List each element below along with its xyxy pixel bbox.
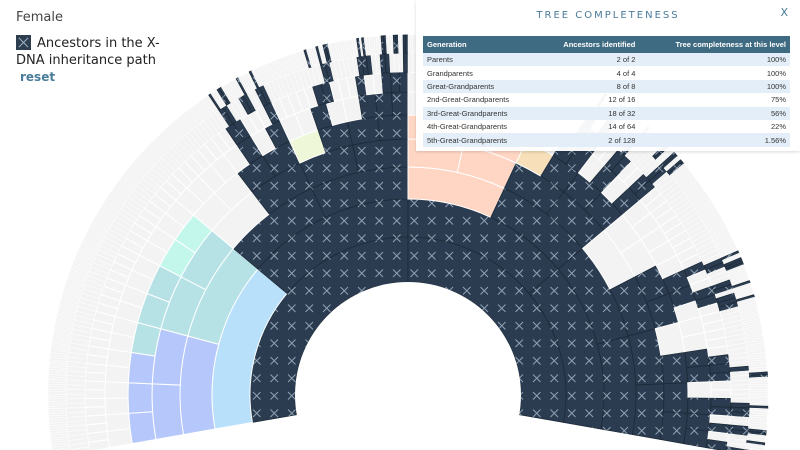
- x-dna-ancestor-segment[interactable]: [405, 34, 409, 54]
- cell-identified: 4 of 4: [616, 68, 636, 78]
- ancestor-segment[interactable]: [84, 406, 107, 417]
- ancestor-segment[interactable]: [84, 397, 106, 408]
- header-completeness: Tree completeness at this level: [639, 36, 790, 53]
- header-generation: Generation: [423, 36, 538, 53]
- cell-generation: 5th-Great-Grandparents: [423, 133, 538, 147]
- cell-completeness: 22%: [770, 122, 786, 132]
- cell-completeness: 75%: [770, 95, 786, 105]
- x-dna-ancestor-segment[interactable]: [377, 114, 409, 141]
- ancestor-segment[interactable]: [127, 382, 154, 414]
- x-dna-ancestor-segment[interactable]: [663, 382, 689, 414]
- x-dna-ancestor-segment[interactable]: [686, 397, 712, 416]
- cell-completeness: 1.56%: [639, 133, 790, 147]
- ancestor-segment[interactable]: [104, 381, 129, 399]
- ancestor-segment[interactable]: [393, 52, 400, 73]
- x-dna-ancestor-segment[interactable]: [358, 93, 378, 120]
- cell-generation: Grandparents: [427, 68, 473, 78]
- ancestor-segment[interactable]: [65, 384, 86, 390]
- cell-identified: 12 of 16: [608, 95, 636, 105]
- cell-generation: 2nd-Great-Grandparents: [427, 95, 510, 105]
- x-dna-ancestor-segment[interactable]: [398, 71, 409, 93]
- legend: Female Ancestors in the X-DNA inheritanc…: [16, 10, 186, 86]
- ancestor-segment[interactable]: [749, 393, 769, 397]
- ancestor-segment[interactable]: [84, 380, 106, 391]
- x-dna-ancestor-segment[interactable]: [684, 348, 710, 368]
- x-dna-swatch-icon: [16, 35, 31, 50]
- ancestor-segment[interactable]: [65, 402, 86, 409]
- cell-identified: 18 of 32: [537, 106, 640, 120]
- ancestor-segment[interactable]: [104, 364, 130, 384]
- ancestor-segment[interactable]: [710, 389, 732, 400]
- ancestor-segment[interactable]: [749, 391, 769, 395]
- cell-identified: 2 of 128: [537, 133, 640, 147]
- ancestor-segment[interactable]: [730, 389, 751, 395]
- cell-identified: 2 of 2: [537, 53, 640, 67]
- cell-generation: Great-Grandparents: [423, 79, 538, 94]
- x-dna-ancestor-segment[interactable]: [659, 411, 688, 445]
- table-row: 2nd-Great-Grandparents 12 of 16 75%: [423, 93, 790, 106]
- close-icon[interactable]: X: [780, 6, 788, 19]
- ancestor-segment[interactable]: [710, 380, 732, 391]
- table-row: 5th-Great-Grandparents 2 of 128 1.56%: [423, 133, 790, 147]
- ancestor-segment[interactable]: [105, 412, 131, 432]
- completeness-table: Generation Ancestors identified Tree com…: [423, 36, 790, 147]
- x-dna-ancestor-segment[interactable]: [632, 383, 665, 440]
- ancestor-segment[interactable]: [730, 384, 751, 390]
- legend-x-label: Ancestors in the X-DNA inheritance path: [16, 36, 160, 68]
- x-dna-ancestor-segment[interactable]: [660, 351, 689, 385]
- ancestor-segment[interactable]: [398, 52, 404, 73]
- cell-identified: 8 of 8: [537, 79, 640, 94]
- table-row: 4th-Great-Grandparents 14 of 64 22%: [423, 120, 790, 133]
- ancestor-segment[interactable]: [687, 381, 712, 399]
- reset-link[interactable]: reset: [20, 70, 56, 84]
- x-dna-ancestor-segment[interactable]: [391, 91, 409, 116]
- ancestor-segment[interactable]: [104, 397, 130, 416]
- cell-completeness: 100%: [639, 53, 790, 67]
- ancestor-segment[interactable]: [47, 396, 67, 400]
- x-dna-ancestor-segment[interactable]: [374, 92, 394, 118]
- ancestor-segment[interactable]: [730, 393, 751, 399]
- cell-completeness: 100%: [766, 68, 786, 78]
- table-header-row: Generation Ancestors identified Tree com…: [423, 36, 790, 53]
- ancestor-segment[interactable]: [65, 389, 86, 395]
- x-dna-ancestor-segment[interactable]: [402, 52, 409, 73]
- x-dna-ancestor-segment[interactable]: [686, 364, 712, 384]
- ancestor-segment[interactable]: [84, 389, 106, 400]
- x-dna-ancestor-segment[interactable]: [710, 397, 732, 408]
- ancestor-segment[interactable]: [106, 427, 133, 449]
- ancestor-segment[interactable]: [407, 34, 411, 54]
- panel-title: TREE COMPLETENESS: [536, 10, 680, 21]
- ancestor-segment[interactable]: [127, 351, 156, 385]
- ancestor-segment[interactable]: [407, 52, 413, 73]
- table-row: 3rd-Great-Grandparents 18 of 32 56%: [423, 106, 790, 120]
- cell-generation: 4th-Great-Grandparents: [427, 122, 508, 132]
- cell-completeness: 56%: [639, 106, 790, 120]
- ancestor-segment[interactable]: [65, 398, 86, 404]
- header-identified: Ancestors identified: [537, 36, 640, 53]
- legend-row: Ancestors in the X-DNA inheritance path …: [16, 35, 186, 86]
- cell-generation: Parents: [423, 53, 538, 67]
- cell-identified: 14 of 64: [608, 122, 636, 132]
- ancestor-segment[interactable]: [730, 379, 751, 386]
- x-dna-ancestor-segment[interactable]: [389, 71, 401, 93]
- table-row: Grandparents 4 of 4 100%: [423, 66, 790, 79]
- gender-label: Female: [16, 10, 64, 25]
- ancestor-segment[interactable]: [47, 393, 67, 397]
- center-hole: [295, 282, 521, 450]
- ancestor-segment[interactable]: [128, 411, 157, 445]
- cell-completeness: 100%: [639, 79, 790, 94]
- x-dna-ancestor-segment[interactable]: [352, 138, 409, 173]
- tree-completeness-panel: TREE COMPLETENESS X Generation Ancestors…: [416, 0, 800, 151]
- ancestor-segment[interactable]: [65, 393, 86, 399]
- table-row: Parents 2 of 2 100%: [423, 53, 790, 67]
- x-dna-ancestor-segment[interactable]: [381, 72, 392, 94]
- cell-generation: 3rd-Great-Grandparents: [423, 106, 538, 120]
- x-dna-ancestor-segment[interactable]: [683, 428, 710, 449]
- table-row: Great-Grandparents 8 of 8 100%: [423, 79, 790, 94]
- x-dna-ancestor-segment[interactable]: [709, 371, 732, 383]
- ancestor-segment[interactable]: [151, 383, 185, 441]
